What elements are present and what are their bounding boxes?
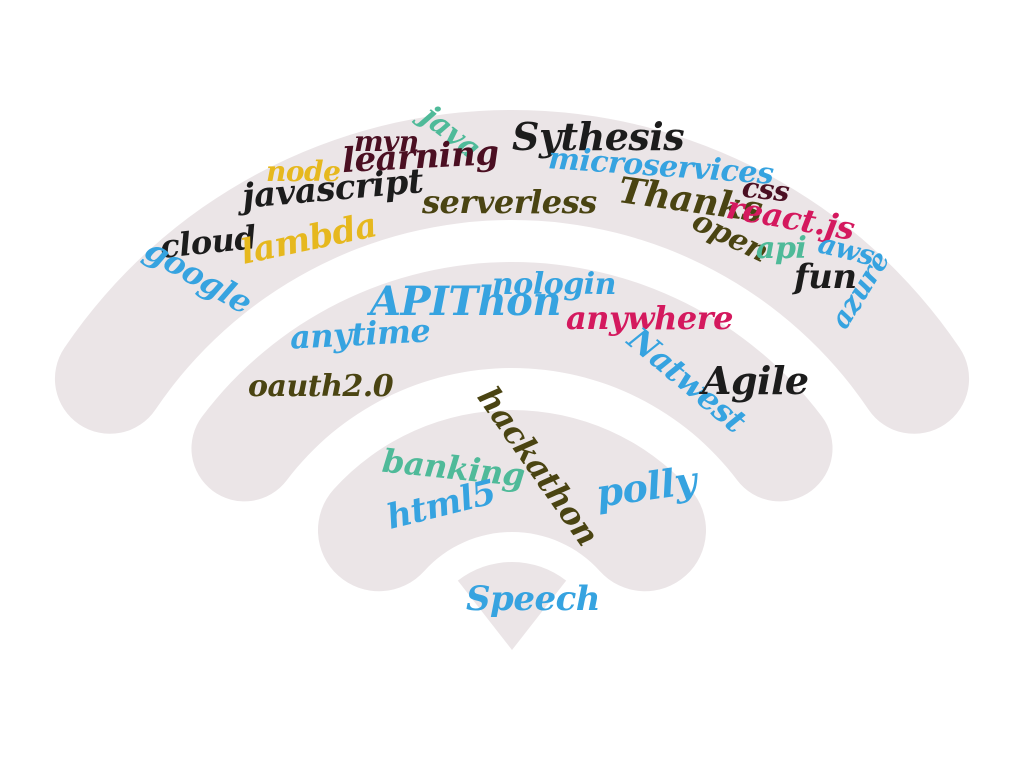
- word-speech: Speech: [466, 579, 601, 619]
- word-anytime: anytime: [289, 311, 432, 357]
- wifi-arc-inner: [317, 410, 707, 592]
- wifi-arc-middle: [191, 261, 833, 502]
- wifi-dot: [457, 562, 567, 650]
- word-nologin: nologin: [492, 267, 616, 302]
- word-agile: Agile: [702, 358, 809, 403]
- word-oauth2: oauth2.0: [248, 369, 394, 404]
- wifi-arc-outer: [54, 110, 970, 434]
- word-api: api: [756, 231, 807, 266]
- word-node: node: [266, 155, 341, 188]
- word-fun: fun: [794, 257, 857, 297]
- word-sythesis: Sythesis: [512, 114, 685, 159]
- word-serverless: serverless: [422, 183, 597, 221]
- word-anywhere: anywhere: [566, 299, 733, 337]
- word-mvn: mvn: [354, 125, 419, 158]
- word-apithon: APIThon: [370, 278, 561, 325]
